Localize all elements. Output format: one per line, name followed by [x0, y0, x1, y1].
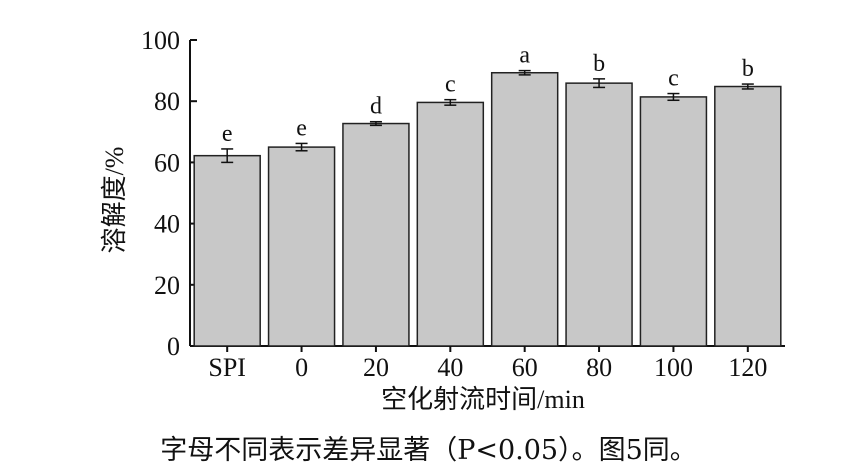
- x-axis-label: 空化射流时间/min: [381, 385, 585, 414]
- y-tick-label: 40: [154, 210, 180, 239]
- x-tick-label: 40: [437, 353, 463, 382]
- significance-label: e: [222, 121, 233, 147]
- bar: [714, 85, 782, 347]
- significance-label: c: [445, 72, 456, 98]
- significance-label: d: [370, 94, 382, 120]
- figure-caption: 字母不同表示差异显著（P<0.05）。图5同。: [160, 435, 697, 466]
- y-tick-label: 0: [167, 332, 180, 361]
- bar: [416, 101, 485, 347]
- plot-area: 0 20 40 60 80 100 e SPI e 0 d 20 c 40 a 60 b 80 c 100 b 120: [141, 26, 785, 382]
- x-tick-label: 100: [654, 353, 693, 382]
- bar: [193, 154, 261, 347]
- y-tick-label: 60: [154, 148, 180, 177]
- x-tick-label: 0: [295, 353, 308, 382]
- significance-label: e: [296, 115, 307, 141]
- bar: [490, 71, 559, 347]
- significance-label: b: [593, 51, 605, 77]
- bar-chart: 0 20 40 60 80 100 e SPI e 0 d 20 c 40 a 60 b 80 c 100 b 120 溶…: [100, 26, 785, 414]
- bar: [565, 82, 633, 347]
- x-tick-label: 120: [728, 353, 767, 382]
- x-tick-label: 20: [363, 353, 389, 382]
- x-tick-label: 60: [512, 353, 538, 382]
- x-tick-label: SPI: [208, 353, 246, 382]
- bar: [342, 122, 410, 347]
- y-tick-label: 20: [154, 271, 180, 300]
- x-tick-label: 80: [586, 353, 612, 382]
- significance-label: c: [668, 66, 679, 92]
- bar: [267, 146, 336, 347]
- y-tick-label: 80: [154, 87, 180, 116]
- y-axis-label: 溶解度/%: [100, 147, 129, 254]
- significance-label: b: [742, 56, 754, 82]
- bar: [639, 96, 708, 347]
- significance-label: a: [519, 43, 530, 69]
- y-tick-label: 100: [141, 26, 180, 55]
